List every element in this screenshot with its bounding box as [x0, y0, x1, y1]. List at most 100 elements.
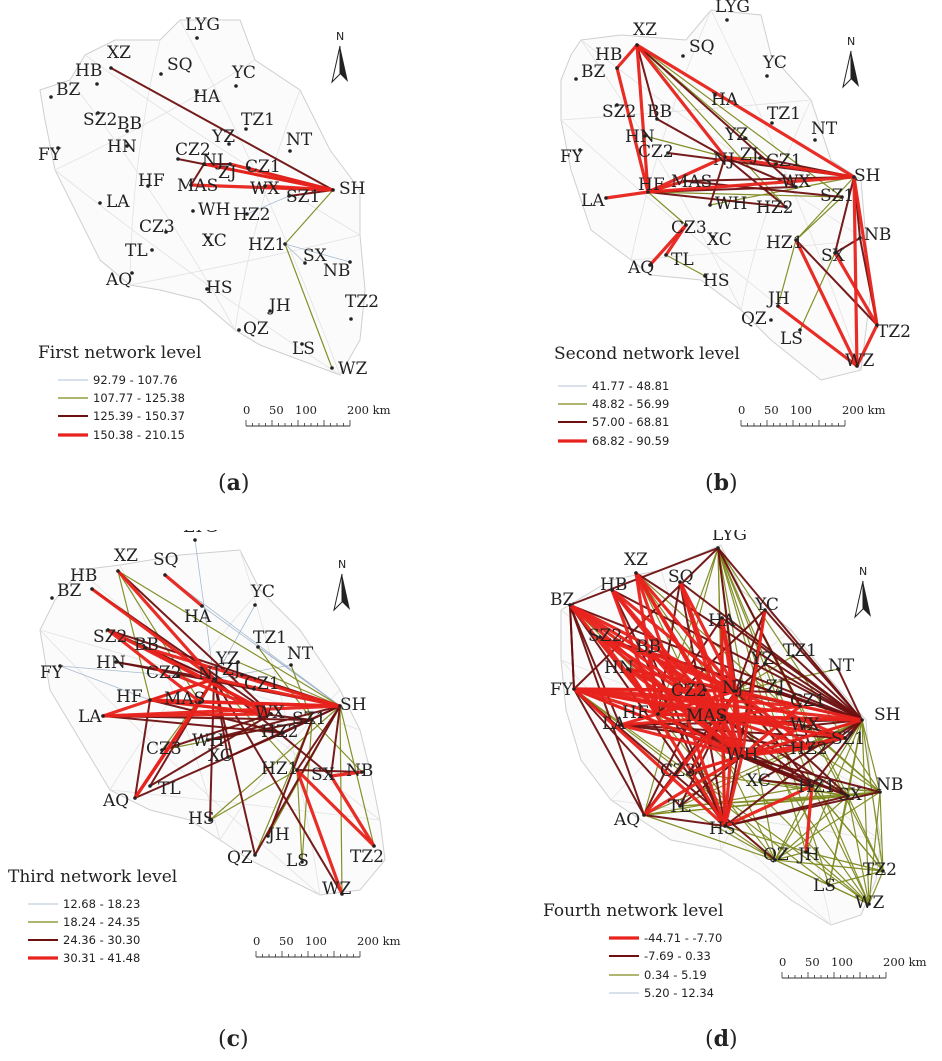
edge-SQ-HA: [163, 573, 204, 608]
edge-SX-WZ: [847, 795, 870, 905]
city-label-TZ2: TZ2: [350, 847, 384, 867]
edge-HZ1-QZ: [774, 785, 813, 861]
city-label-SQ: SQ: [167, 55, 193, 75]
edge-WH-SH: [740, 718, 864, 758]
edge-CZ2-HF: [656, 688, 707, 716]
city-label-SZ2: SZ2: [588, 626, 622, 646]
city-point-HF: [646, 190, 650, 194]
edge-MAS-SZ1: [684, 180, 843, 198]
scale-tick-label-1: 50: [764, 403, 779, 417]
city-label-SQ: SQ: [689, 37, 715, 57]
legend-label-3: 0.34 - 5.19: [644, 968, 707, 982]
city-label-SZ1: SZ1: [292, 709, 326, 729]
city-point-SQ: [678, 580, 682, 584]
city-label-LA: LA: [581, 191, 605, 211]
city-label-HZ1: HZ1: [766, 233, 803, 253]
edge-MAS-HZ2: [720, 715, 812, 750]
scale-tick-label-1: 50: [805, 955, 820, 969]
city-label-YZ: YZ: [211, 127, 235, 147]
edge-ZJ-SH: [228, 162, 335, 192]
city-point-TZ2: [881, 869, 885, 873]
edge-HF-SZ1: [647, 191, 843, 198]
city-label-HN: HN: [625, 127, 655, 147]
edge-NB-SZ1: [311, 719, 363, 773]
edge-BB-NJ: [648, 650, 738, 693]
north-arrow-icon: N: [333, 558, 350, 612]
edge-HF-WX: [148, 698, 273, 716]
city-label-ZJ: ZJ: [740, 145, 759, 165]
edge-TL-SX: [679, 795, 849, 807]
city-point-YZ: [227, 142, 231, 146]
edge-NB-QZ: [774, 791, 881, 861]
edge-LYG-NB: [717, 547, 881, 793]
city-label-WX: WX: [255, 703, 285, 723]
city-label-ZJ: ZJ: [766, 677, 785, 697]
city-point-LA: [618, 723, 622, 727]
city-label-JH: JH: [266, 825, 290, 845]
city-label-FY: FY: [550, 680, 574, 700]
city-point-MAS: [189, 183, 193, 187]
city-point-BB: [648, 650, 652, 654]
city-label-CZ1: CZ1: [790, 691, 826, 711]
city-label-HA: HA: [184, 607, 212, 627]
edge-WH-HS: [723, 754, 744, 828]
legend-label-4: 5.20 - 12.34: [644, 986, 714, 1000]
city-point-JH: [804, 850, 808, 854]
city-label-HZ2: HZ2: [756, 198, 793, 218]
city-point-LS: [798, 328, 802, 332]
city-point-BB: [655, 117, 659, 121]
city-label-JH: JH: [796, 845, 820, 865]
city-point-SZ1: [287, 194, 291, 198]
city-point-YZ: [743, 136, 747, 140]
city-label-LS: LS: [292, 339, 315, 359]
city-point-HF: [148, 698, 152, 702]
city-point-YZ: [236, 660, 240, 664]
city-label-LS: LS: [813, 876, 836, 896]
edge-MAS-SH: [198, 700, 342, 708]
city-label-LS: LS: [780, 329, 803, 349]
city-label-WH: WH: [192, 731, 224, 751]
city-label-CZ2: CZ2: [175, 140, 211, 160]
edge-SX-QZ: [774, 795, 849, 861]
city-label-HB: HB: [75, 61, 102, 81]
city-label-XC: XC: [746, 771, 771, 791]
city-label-LA: LA: [602, 714, 626, 734]
city-point-MAS: [720, 715, 724, 719]
scale-tick-label-2: 100: [790, 403, 812, 417]
edge-CZ2-MAS: [703, 688, 724, 719]
edge-SH-YZ: [764, 663, 863, 721]
edge-LS-HZ1: [296, 769, 303, 863]
city-label-WZ: WZ: [855, 893, 884, 913]
city-label-YC: YC: [762, 53, 787, 73]
edge-AQ-WH: [642, 754, 744, 817]
city-boundary: [179, 19, 341, 376]
edge-HF-MAS: [646, 179, 687, 194]
city-point-CZ3: [160, 748, 164, 752]
city-point-HB: [610, 588, 614, 592]
edge-XZ-NJ: [635, 43, 727, 159]
flow-edges-c: [59, 539, 376, 896]
edge-HZ1-NJ: [213, 678, 298, 771]
city-label-FY: FY: [38, 145, 62, 165]
edge-SQ-HF: [657, 581, 681, 715]
city-point-SZ2: [96, 111, 100, 115]
city-label-WH: WH: [726, 745, 758, 765]
city-label-HB: HB: [70, 566, 97, 586]
edge-NJ-SH: [723, 155, 856, 179]
edge-SZ1-HZ1: [795, 196, 843, 241]
edge-BB-SH: [144, 646, 342, 708]
edge-HZ1-SH: [811, 719, 863, 787]
region-outline-a: [39, 19, 366, 376]
edge-LA-NJ: [101, 677, 216, 718]
city-point-SZ1: [843, 736, 847, 740]
city-point-HZ1: [794, 238, 798, 242]
city-point-FY: [58, 664, 62, 668]
city-label-AQ: AQ: [102, 791, 129, 811]
city-point-QZ: [253, 853, 257, 857]
city-boundary: [580, 39, 867, 241]
city-point-LYG: [725, 18, 729, 22]
edge-SH-SZ1: [844, 719, 863, 739]
edge-XZ-NJ: [634, 571, 738, 693]
